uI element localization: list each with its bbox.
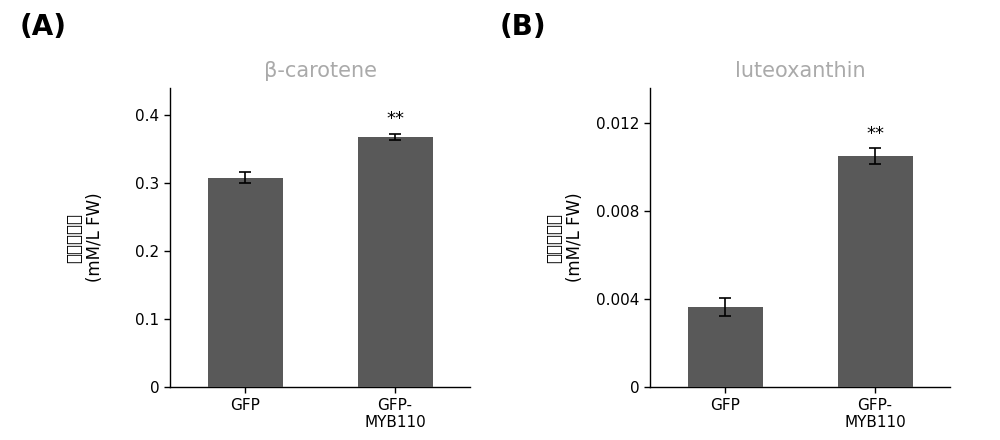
Text: (B): (B): [500, 13, 547, 41]
Title: luteoxanthin: luteoxanthin: [735, 61, 865, 81]
Title: β-carotene: β-carotene: [264, 61, 376, 81]
Bar: [688, 307, 763, 387]
Text: 化合物含量
(mM/L FW): 化合物含量 (mM/L FW): [546, 193, 584, 282]
Text: (A): (A): [20, 13, 67, 41]
Bar: [838, 156, 912, 387]
Text: 化合物含量
(mM/L FW): 化合物含量 (mM/L FW): [66, 193, 104, 282]
Text: **: **: [386, 110, 404, 128]
Bar: [208, 178, 283, 387]
Bar: [358, 137, 432, 387]
Text: **: **: [866, 125, 884, 143]
